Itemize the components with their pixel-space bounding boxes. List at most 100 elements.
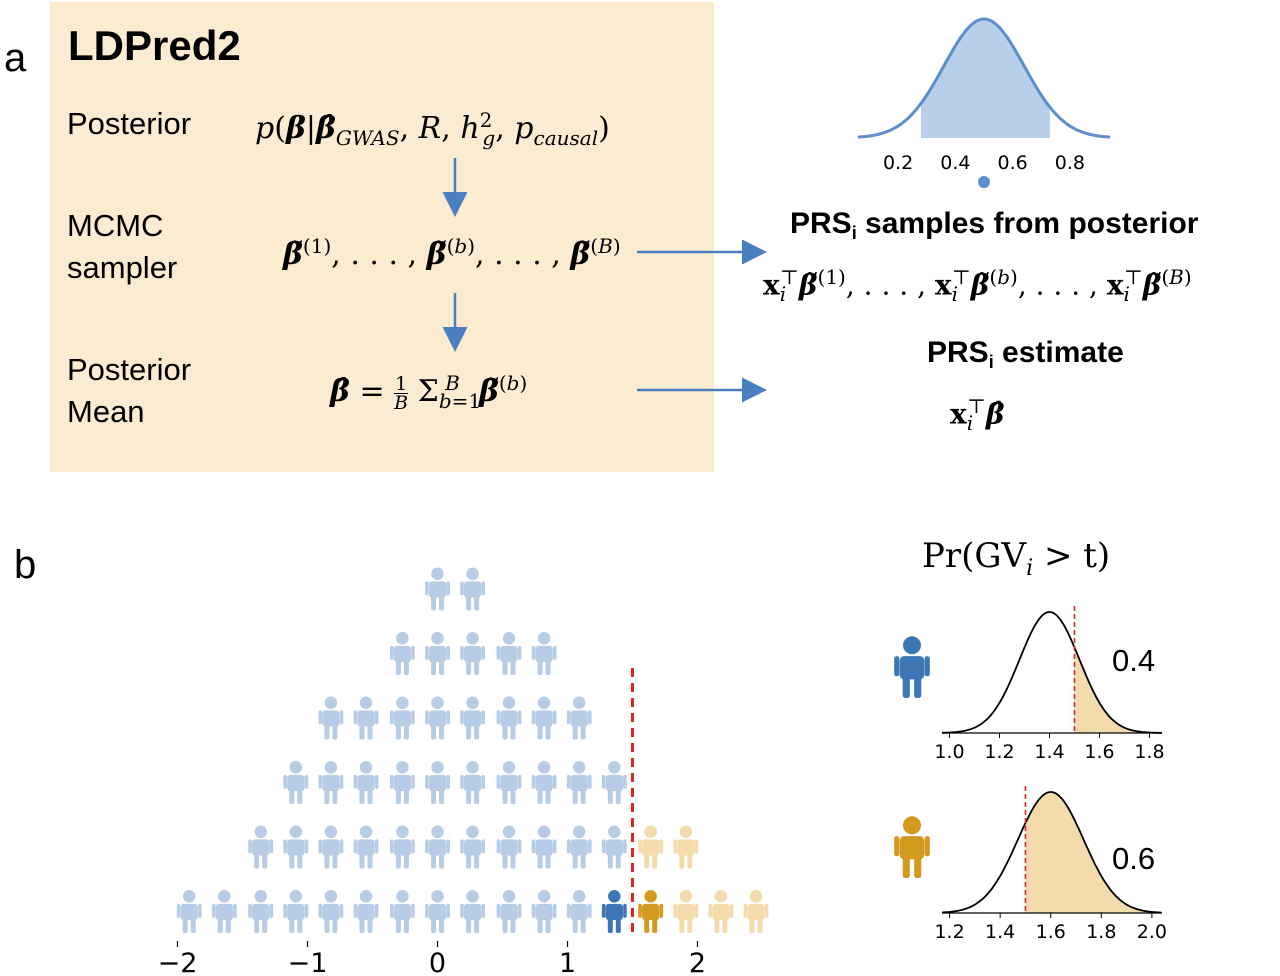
person-icon <box>708 890 734 933</box>
samples-heading-prs: PRS <box>790 207 852 240</box>
person-icon <box>531 825 557 869</box>
person-icon <box>496 825 522 869</box>
person-icon <box>248 890 274 933</box>
samples-heading: PRSi samples from posterior <box>790 207 1198 244</box>
posterior-xtick-label: 0.2 <box>883 152 913 174</box>
prob-title-sub: i <box>1026 555 1034 581</box>
highlighted-orange-person-icon <box>638 890 664 933</box>
histogram-xtick-label: −1 <box>288 948 328 976</box>
ldpred2-title: LDPred2 <box>68 22 241 69</box>
estimate-heading: PRSi estimate <box>927 336 1124 373</box>
posterior-formula: p(β|β̂GWAS, R, h2g, pcausal) <box>255 108 610 150</box>
person-icon <box>353 761 379 804</box>
estimate-heading-prs: PRS <box>927 336 989 369</box>
person-icon <box>425 825 450 869</box>
inset-orange-value: 0.6 <box>1112 841 1156 876</box>
person-icon <box>425 890 450 933</box>
inset-xtick-label: 1.6 <box>1084 741 1114 763</box>
posterior-curve-plot: 0.2 0.4 0.6 0.8 <box>857 17 1111 188</box>
row-label-posterior: Posterior <box>67 103 191 145</box>
panel-a-letter: a <box>4 36 27 80</box>
posterior-xtick-label: 0.8 <box>1055 152 1085 174</box>
estimate-heading-sub: i <box>988 352 994 372</box>
person-icon <box>211 890 237 933</box>
person-icon <box>318 825 344 869</box>
samples-formula: xi⊤β̃(1), . . . , xi⊤β̃(b), . . . , xi⊤β… <box>763 265 1192 306</box>
inset-blue: 1.0 1.2 1.4 1.6 1.8 <box>894 606 1165 763</box>
inset-xtick-label: 1.6 <box>1036 921 1066 943</box>
person-icon <box>248 825 274 869</box>
row-label-posterior-line1: Posterior <box>67 106 192 141</box>
samples-heading-rest: samples from posterior <box>856 207 1199 240</box>
histogram-xtick-label: 0 <box>429 948 446 976</box>
posterior-mean-point <box>978 176 990 188</box>
person-icon <box>531 890 557 933</box>
person-icon <box>496 761 522 804</box>
row-label-mcmc-line2: sampler <box>67 250 178 285</box>
tail-area <box>1074 647 1162 733</box>
person-icon <box>460 696 486 740</box>
person-icon <box>496 632 522 675</box>
person-icon <box>389 825 415 869</box>
person-icon <box>353 696 379 740</box>
histogram-xtick-label: −2 <box>158 948 198 976</box>
population-histogram: −2 −1 0 1 2 <box>158 567 769 976</box>
row-label-mean-line2: Mean <box>67 394 145 429</box>
posterior-shaded-area <box>921 19 1050 138</box>
row-label-posterior-mean: Posterior Mean <box>67 349 191 433</box>
inset-orange: 1.2 1.4 1.6 1.8 2.0 <box>894 786 1167 943</box>
person-icon <box>389 890 415 933</box>
person-icon <box>460 632 486 675</box>
person-icon <box>496 696 522 740</box>
person-icon <box>566 825 592 869</box>
person-icon <box>389 761 415 804</box>
person-icon <box>531 761 557 804</box>
person-icon <box>601 761 627 804</box>
estimate-formula: xi⊤β̂ <box>950 394 1005 435</box>
person-icon <box>283 890 309 933</box>
person-icon <box>425 567 450 611</box>
prob-title-main: Pr(GV <box>922 536 1027 576</box>
person-icon <box>566 696 592 740</box>
person-icon <box>425 696 450 740</box>
prob-title-rest: > t) <box>1033 536 1111 576</box>
inset-blue-value: 0.4 <box>1112 643 1156 678</box>
inset-xtick-label: 2.0 <box>1137 921 1167 943</box>
person-icon <box>673 890 699 933</box>
density-curve <box>941 791 1162 914</box>
posterior-xtick-label: 0.4 <box>940 152 970 174</box>
estimate-heading-rest: estimate <box>993 336 1124 369</box>
orange-person-icon <box>894 816 930 878</box>
histogram-xtick-label: 2 <box>689 948 706 976</box>
prob-title: Pr(GVi > t) <box>922 536 1110 581</box>
row-label-mcmc: MCMC sampler <box>67 205 177 289</box>
person-icon <box>743 890 769 933</box>
person-icon <box>460 825 486 869</box>
panel-b-letter: b <box>14 543 37 587</box>
inset-xtick-label: 1.2 <box>934 921 964 943</box>
blue-person-icon <box>894 636 930 698</box>
inset-xtick-label: 1.0 <box>934 741 964 763</box>
inset-xtick-label: 1.8 <box>1086 921 1116 943</box>
row-label-mcmc-line1: MCMC <box>67 208 164 243</box>
person-icon <box>531 632 557 675</box>
person-icon <box>638 825 664 869</box>
person-icon <box>673 825 699 869</box>
posterior-curve-line <box>857 17 1111 139</box>
density-curve <box>942 611 1162 734</box>
mcmc-formula: β̃(1), . . . , β̃(b), . . . , β̃(B) <box>283 234 621 272</box>
row-label-mean-line1: Posterior <box>67 352 192 387</box>
person-icon <box>283 761 309 804</box>
person-icon <box>353 825 379 869</box>
ldpred2-box <box>50 2 714 472</box>
person-icon <box>460 890 486 933</box>
posterior-xtick-label: 0.6 <box>998 152 1028 174</box>
inset-xtick-label: 1.2 <box>984 741 1014 763</box>
highlighted-blue-person-icon <box>601 890 627 933</box>
person-icon <box>425 632 450 675</box>
histogram-xtick-label: 1 <box>559 948 576 976</box>
person-icon <box>531 696 557 740</box>
inset-xtick-label: 1.4 <box>985 921 1015 943</box>
